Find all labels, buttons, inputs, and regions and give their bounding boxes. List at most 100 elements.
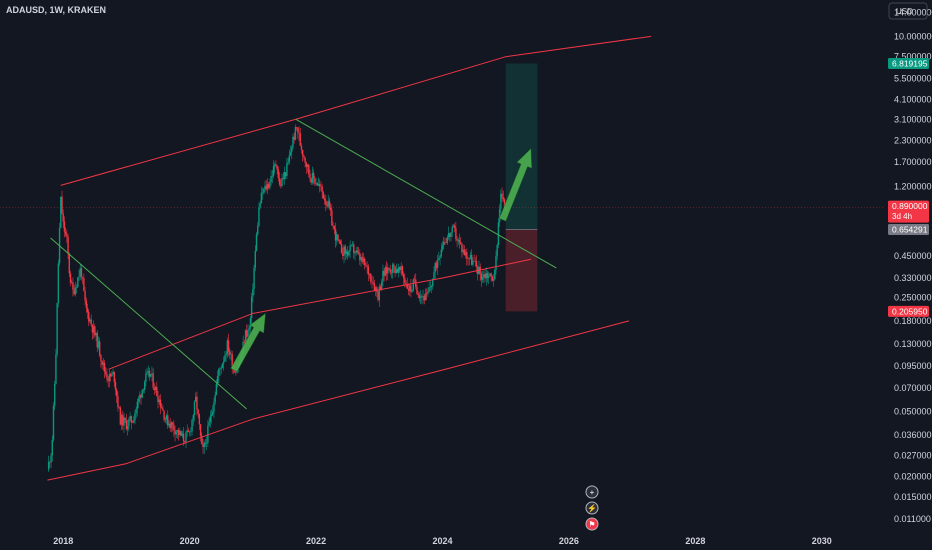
- candle-body: [94, 326, 96, 336]
- candle-body: [496, 244, 498, 257]
- candle-body: [163, 410, 165, 420]
- candle-body: [339, 241, 342, 245]
- candle-body: [139, 394, 141, 399]
- candle-body: [384, 267, 387, 276]
- candle-body: [203, 442, 205, 448]
- candle-body: [134, 413, 136, 421]
- candle-body: [267, 184, 270, 188]
- candle-body: [141, 389, 143, 398]
- channel-lower-line[interactable]: [47, 320, 630, 481]
- candle-body: [446, 237, 449, 243]
- lightning-button[interactable]: ⚡: [585, 501, 599, 515]
- candle-body: [435, 262, 438, 268]
- candle-body: [209, 416, 212, 423]
- price-tick-label: 1.200000: [894, 182, 932, 192]
- candle-body: [487, 275, 490, 278]
- downtrend-line-2[interactable]: [295, 118, 557, 269]
- flag-button[interactable]: ⚑: [585, 517, 599, 531]
- candle-body: [390, 272, 393, 274]
- candle-body: [190, 431, 192, 432]
- candle-body: [316, 183, 318, 186]
- candle-body: [305, 162, 308, 167]
- candle-body: [229, 351, 231, 355]
- candle-body: [257, 226, 259, 235]
- candle-body: [227, 340, 230, 352]
- candle-body: [326, 204, 328, 207]
- candle-body: [472, 260, 474, 265]
- candle-body: [338, 239, 340, 242]
- candle-body: [258, 207, 260, 227]
- candle-body: [235, 372, 237, 373]
- candle-body: [125, 420, 128, 430]
- candle-body: [248, 328, 250, 331]
- candle-body: [377, 292, 379, 300]
- candle-body: [64, 231, 67, 235]
- candle-body: [105, 371, 107, 375]
- candle-body: [407, 288, 410, 291]
- candle-body: [226, 340, 229, 355]
- candle-body: [287, 161, 289, 164]
- candle-body: [284, 172, 287, 177]
- loss-zone[interactable]: [505, 229, 538, 312]
- candle-body: [171, 422, 174, 425]
- candle-body: [165, 415, 168, 420]
- floating-buttons[interactable]: + ⚡ ⚑: [585, 485, 599, 531]
- candle-body: [421, 296, 423, 298]
- candle-body: [154, 386, 157, 391]
- arrow-breakout-2020[interactable]: [230, 312, 266, 373]
- candle-body: [49, 462, 51, 463]
- candle-body: [424, 293, 427, 301]
- candle-body: [69, 273, 72, 283]
- candle-body: [264, 185, 266, 189]
- candle-body: [261, 192, 264, 194]
- candle-body: [173, 424, 175, 431]
- candle-body: [317, 184, 320, 186]
- candle-body: [112, 371, 114, 374]
- candle-body: [371, 281, 373, 283]
- candle-body: [205, 442, 208, 444]
- candle-body: [81, 277, 84, 278]
- candle-body: [334, 228, 337, 241]
- candle-body: [292, 136, 294, 148]
- channel-middle-line[interactable]: [108, 258, 532, 370]
- candle-body: [102, 362, 105, 365]
- candle-body: [247, 330, 249, 337]
- candle-body: [111, 373, 113, 377]
- candle-body: [405, 282, 407, 285]
- candle-body: [365, 264, 367, 266]
- candle-body: [400, 266, 402, 271]
- price-tick-label: 0.020000: [894, 472, 932, 482]
- candle-body: [164, 419, 167, 421]
- candle-body: [325, 200, 327, 205]
- drawings[interactable]: [47, 35, 652, 481]
- candle-body: [253, 267, 255, 289]
- candle-body: [303, 155, 305, 158]
- candle-body: [179, 431, 181, 435]
- candle-body: [97, 341, 100, 348]
- price-tick-label: 0.130000: [894, 339, 932, 349]
- target-price-tag-bg: [888, 57, 929, 69]
- candle-body: [329, 207, 332, 211]
- downtrend-line-1[interactable]: [50, 237, 247, 410]
- candle-body: [106, 374, 108, 379]
- candle-body: [92, 326, 95, 333]
- candle-body: [212, 411, 214, 415]
- candle-body: [418, 295, 421, 298]
- channel-upper-line[interactable]: [60, 35, 652, 186]
- candle-body: [485, 273, 487, 279]
- candle-body: [419, 296, 422, 298]
- time-axis[interactable]: 2018 2020 2022 2024 2026 2028 2030: [53, 536, 832, 546]
- candle-body: [464, 252, 467, 256]
- candle-body: [382, 270, 384, 282]
- candle-body: [146, 372, 148, 374]
- candle-body: [503, 199, 506, 208]
- add-alert-button[interactable]: +: [585, 485, 599, 499]
- arrow-target-2025[interactable]: [498, 148, 533, 222]
- long-position-tool[interactable]: [505, 63, 538, 312]
- currency-button[interactable]: USD: [888, 2, 928, 20]
- candle-body: [193, 401, 196, 416]
- flag-icon: ⚑: [588, 520, 595, 529]
